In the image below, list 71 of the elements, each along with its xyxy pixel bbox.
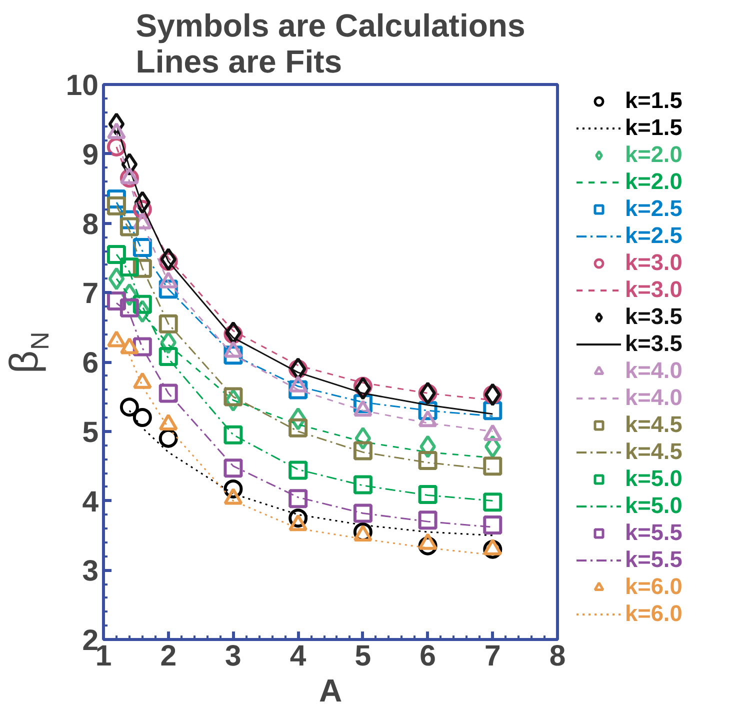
point bbox=[120, 398, 139, 417]
y-tick-label: 5 bbox=[82, 416, 98, 449]
point bbox=[120, 257, 139, 276]
point bbox=[158, 384, 178, 403]
legend-label: k=3.5 bbox=[625, 330, 682, 357]
x-tick-label: 2 bbox=[160, 640, 177, 672]
point bbox=[224, 425, 243, 444]
y-tick-label: 9 bbox=[82, 138, 98, 172]
x-tick-label: 6 bbox=[420, 640, 436, 672]
y-tick-label: 10 bbox=[66, 69, 99, 102]
y-tick-label: 8 bbox=[82, 208, 98, 241]
point bbox=[158, 428, 178, 448]
point bbox=[288, 489, 308, 508]
legend-label: k=5.5 bbox=[625, 546, 682, 573]
point bbox=[132, 408, 152, 427]
point bbox=[160, 248, 177, 271]
point bbox=[288, 418, 308, 438]
point bbox=[418, 451, 438, 470]
legend-label: k=2.0 bbox=[625, 168, 682, 195]
point bbox=[108, 267, 125, 290]
point bbox=[158, 314, 178, 334]
legend-label: k=5.0 bbox=[625, 492, 682, 519]
legend-label: k=3.0 bbox=[625, 249, 682, 276]
point bbox=[288, 460, 308, 480]
point bbox=[354, 376, 372, 400]
y-tick-label: 7 bbox=[82, 277, 98, 310]
point bbox=[120, 217, 139, 236]
legend-label: k=6.0 bbox=[625, 600, 682, 627]
x-tick-label: 5 bbox=[354, 640, 372, 672]
point bbox=[106, 244, 126, 264]
y-tick-label: 4 bbox=[82, 485, 100, 518]
point bbox=[132, 294, 152, 314]
point bbox=[353, 504, 372, 523]
legend-label: k=4.0 bbox=[625, 357, 682, 384]
legend-label: k=2.5 bbox=[625, 222, 682, 249]
legend-label: k=1.5 bbox=[625, 87, 682, 114]
legend-label: k=2.0 bbox=[625, 141, 682, 168]
y-axis-title: βN bbox=[2, 332, 54, 374]
point bbox=[225, 321, 242, 344]
legend-label: k=2.5 bbox=[625, 195, 682, 222]
x-tick-label: 4 bbox=[290, 640, 307, 672]
point bbox=[418, 510, 438, 530]
legend-label: k=4.5 bbox=[625, 438, 682, 465]
point bbox=[353, 441, 372, 460]
point bbox=[418, 485, 438, 504]
point bbox=[353, 475, 372, 494]
x-axis-title: A bbox=[318, 672, 342, 708]
legend-label: k=4.0 bbox=[625, 384, 682, 411]
y-tick-label: 6 bbox=[82, 346, 98, 380]
x-tick-label: 7 bbox=[484, 640, 501, 672]
point bbox=[106, 291, 126, 310]
point bbox=[106, 196, 126, 216]
point bbox=[120, 298, 139, 318]
chart-title: Symbols are Calculations Lines are Fits bbox=[136, 8, 526, 80]
legend-label: k=1.5 bbox=[625, 114, 682, 141]
legend-label: k=5.0 bbox=[625, 465, 682, 492]
point bbox=[483, 456, 502, 476]
legend-label: k=4.5 bbox=[625, 411, 682, 438]
point bbox=[483, 516, 502, 535]
legend-label: k=6.0 bbox=[625, 573, 682, 600]
y-tick-label: 3 bbox=[82, 554, 98, 588]
point bbox=[134, 190, 151, 214]
x-tick-label: 3 bbox=[225, 640, 242, 672]
legend-label: k=3.5 bbox=[625, 303, 682, 330]
x-tick-label: 8 bbox=[549, 640, 566, 672]
legend-label: k=5.5 bbox=[625, 519, 682, 546]
point bbox=[224, 387, 243, 406]
point bbox=[158, 346, 178, 366]
point bbox=[224, 458, 243, 478]
point bbox=[483, 492, 502, 512]
legend-label: k=3.0 bbox=[625, 276, 682, 303]
